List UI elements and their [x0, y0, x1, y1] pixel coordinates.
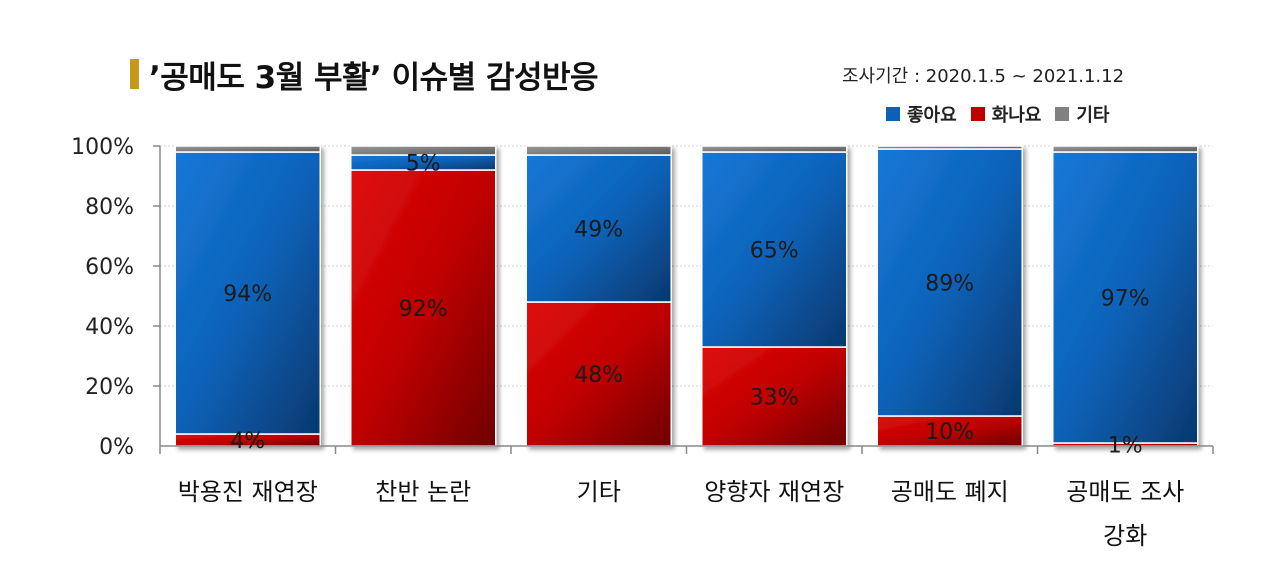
legend-item-other: 기타	[1055, 101, 1110, 127]
legend-swatch-angry	[970, 107, 985, 121]
legend-label-other: 기타	[1076, 105, 1110, 126]
y-tick-label: 40%	[85, 315, 134, 340]
data-label: 33%	[750, 386, 799, 411]
bar-segment	[1052, 145, 1199, 153]
y-tick-label: 20%	[85, 375, 134, 400]
y-tick-label: 0%	[99, 435, 134, 460]
bar-segment	[701, 145, 848, 153]
bar-segment	[174, 145, 321, 153]
legend-label-angry: 화나요	[991, 105, 1042, 126]
legend: 좋아요 화나요 기타	[886, 101, 1124, 127]
data-label: 92%	[399, 297, 448, 322]
bar-segment	[525, 154, 672, 303]
legend-swatch-other	[1055, 107, 1070, 121]
data-label: 94%	[223, 282, 272, 307]
bar-segment	[350, 169, 497, 447]
bar-stack	[701, 145, 848, 447]
chart-title: ’공매도 3월 부활’ 이슈별 감성반응	[149, 59, 599, 96]
bar-stack	[525, 145, 672, 447]
bar-stack	[174, 145, 321, 447]
legend-item-good: 좋아요	[886, 101, 957, 127]
bar-segment	[876, 148, 1023, 417]
y-tick-label: 100%	[71, 135, 134, 160]
data-label: 97%	[1101, 287, 1150, 312]
bar-stack	[1052, 145, 1199, 447]
data-label: 1%	[1108, 434, 1143, 459]
data-label: 4%	[230, 429, 265, 454]
data-label: 10%	[925, 420, 974, 445]
bar-segment	[701, 151, 848, 348]
y-tick-label: 80%	[85, 195, 134, 220]
bar-segment	[1052, 151, 1199, 444]
bar-segment	[350, 145, 497, 156]
title-accent-bar	[130, 59, 139, 89]
bar-segment	[174, 151, 321, 435]
x-tick-label: 강화	[1103, 522, 1147, 550]
legend-swatch-good	[886, 107, 900, 121]
x-tick-label: 공매도 폐지	[891, 478, 1009, 506]
bar-stack	[876, 145, 1023, 447]
x-tick-label: 공매도 조사	[1066, 478, 1184, 506]
x-tick-label: 기타	[577, 478, 621, 506]
y-tick-label: 60%	[85, 255, 134, 280]
bar-segment	[525, 145, 672, 156]
bar-stack	[350, 145, 497, 447]
data-label: 5%	[406, 152, 441, 177]
bar-segment	[876, 145, 1023, 150]
data-label: 49%	[574, 218, 623, 243]
chart-title-block: ’공매도 3월 부활’ 이슈별 감성반응	[130, 52, 599, 96]
legend-item-angry: 화나요	[970, 101, 1042, 127]
x-tick-label: 양향자 재연장	[704, 478, 844, 506]
legend-label-good: 좋아요	[907, 105, 957, 126]
bar-segment	[701, 346, 848, 447]
data-label: 89%	[925, 272, 974, 297]
x-tick-label: 박용진 재연장	[178, 478, 318, 506]
data-label: 48%	[574, 363, 623, 388]
x-tick-label: 찬반 논란	[375, 478, 471, 506]
survey-period: 조사기간 : 2020.1.5 ~ 2021.1.12	[842, 66, 1125, 87]
data-label: 65%	[750, 239, 799, 264]
